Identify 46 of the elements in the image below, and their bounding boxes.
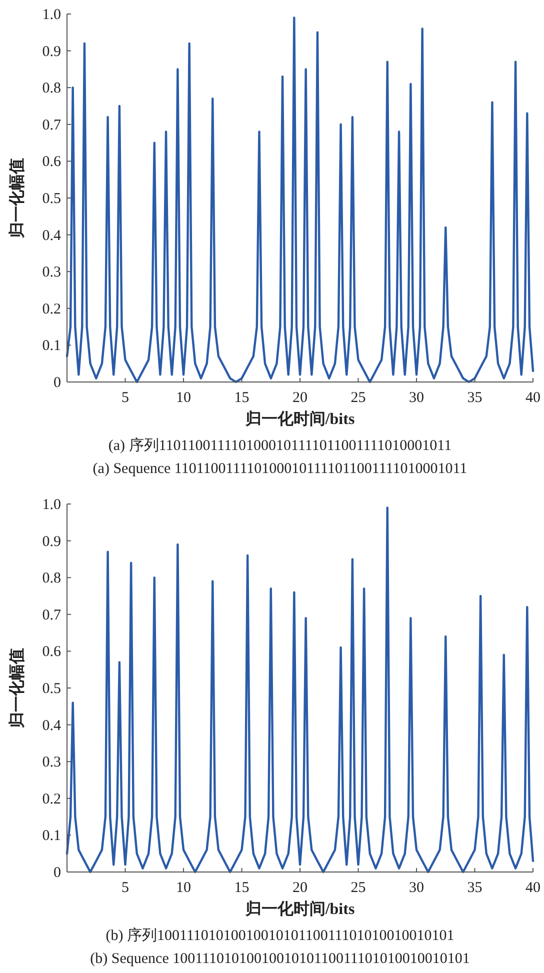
y-tick-label: 0.9 — [42, 44, 61, 60]
y-tick-label: 0.3 — [42, 754, 61, 771]
x-tick-label: 15 — [234, 390, 250, 406]
x-axis-title: 归一化时间/bits — [244, 410, 355, 428]
x-tick-label: 20 — [292, 390, 308, 406]
text: (b) 序列1001110101001001010110011101010010010101 — [106, 927, 454, 944]
x-tick-label: 5 — [122, 390, 129, 406]
y-tick-label: 0.7 — [42, 607, 62, 624]
y-tick-label: 0.5 — [42, 191, 61, 207]
y-tick-label: 0.9 — [42, 534, 61, 550]
x-tick-label: 5 — [122, 880, 129, 896]
y-tick-label: 0.3 — [42, 264, 61, 281]
y-tick-label: 0.5 — [42, 681, 61, 697]
y-tick-label: 0.1 — [42, 828, 61, 844]
y-tick-label: 0.8 — [42, 570, 61, 587]
y-axis-title: 归一化幅值 — [8, 648, 26, 729]
x-tick-label: 30 — [409, 390, 424, 406]
x-tick-label: 30 — [409, 880, 424, 896]
text: (b) Sequence 1001110101001001010110011101010010010101 — [90, 951, 470, 967]
y-tick-label: 0.1 — [42, 338, 61, 354]
text: (a) 序列1101100111101000101111011001111010001011 — [108, 437, 452, 454]
y-tick-label: 0.6 — [42, 644, 62, 660]
y-tick-label: 0.2 — [42, 791, 61, 808]
x-tick-label: 10 — [176, 390, 191, 406]
y-tick-label: 0.6 — [42, 154, 62, 170]
x-tick-label: 40 — [526, 390, 540, 406]
y-tick-label: 0.4 — [42, 228, 62, 244]
x-tick-label: 25 — [350, 390, 366, 406]
x-tick-label: 15 — [234, 880, 250, 896]
x-tick-label: 20 — [292, 880, 308, 896]
x-tick-label: 25 — [350, 880, 366, 896]
y-tick-label: 0 — [54, 865, 61, 881]
x-tick-label: 10 — [176, 880, 191, 896]
y-tick-label: 0 — [54, 375, 61, 391]
y-axis-title: 归一化幅值 — [8, 158, 26, 239]
text: (a) Sequence 1101100111101000101111011001111010001011 — [92, 461, 468, 477]
x-tick-label: 40 — [526, 880, 540, 896]
x-tick-label: 35 — [467, 390, 482, 406]
y-tick-label: 0.7 — [42, 117, 62, 134]
y-tick-label: 0.2 — [42, 301, 61, 318]
x-axis-title: 归一化时间/bits — [244, 900, 355, 918]
x-tick-label: 35 — [467, 880, 482, 896]
y-tick-label: 0.8 — [42, 80, 61, 97]
y-tick-label: 1.0 — [42, 497, 61, 513]
y-tick-label: 0.4 — [42, 718, 62, 734]
y-tick-label: 1.0 — [42, 7, 61, 23]
